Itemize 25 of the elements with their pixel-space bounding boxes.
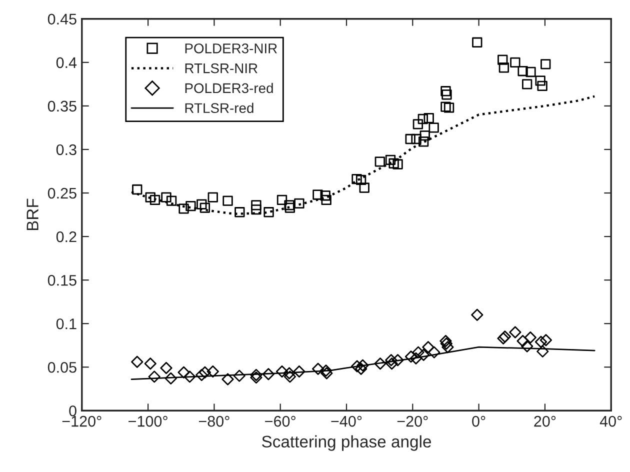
legend-label: POLDER3-red [185, 82, 273, 94]
x-tick-label: −80° [198, 416, 230, 427]
y-tick-label: 0.1 [56, 318, 76, 330]
y-tick-label: 0.05 [48, 362, 76, 373]
x-tick-label: −100° [128, 416, 168, 427]
x-tick-label: 40° [600, 416, 622, 427]
legend-label: RTLSR-red [185, 102, 254, 114]
x-tick-label: −120° [62, 416, 102, 427]
x-tick-label: 20° [534, 416, 556, 427]
y-tick-label: 0.3 [56, 144, 76, 156]
y-tick-label: 0.25 [48, 188, 76, 199]
x-tick-label: 0° [472, 416, 486, 427]
y-tick-label: 0.2 [56, 231, 76, 242]
y-tick-label: 0 [69, 406, 76, 416]
x-tick-label: −20° [397, 416, 428, 427]
y-tick-label: 0.15 [48, 274, 76, 286]
legend-label: POLDER3-NIR [185, 44, 277, 54]
y-axis-title: BRF [26, 198, 38, 230]
y-tick-label: 0.45 [48, 14, 76, 25]
x-tick-label: −60° [265, 416, 296, 427]
legend-label: RTLSR-NIR [185, 63, 258, 74]
x-tick-label: −40° [331, 416, 362, 427]
y-tick-label: 0.4 [56, 57, 77, 68]
y-tick-label: 0.35 [48, 100, 76, 112]
x-axis-title: Scattering phase angle [262, 435, 432, 451]
